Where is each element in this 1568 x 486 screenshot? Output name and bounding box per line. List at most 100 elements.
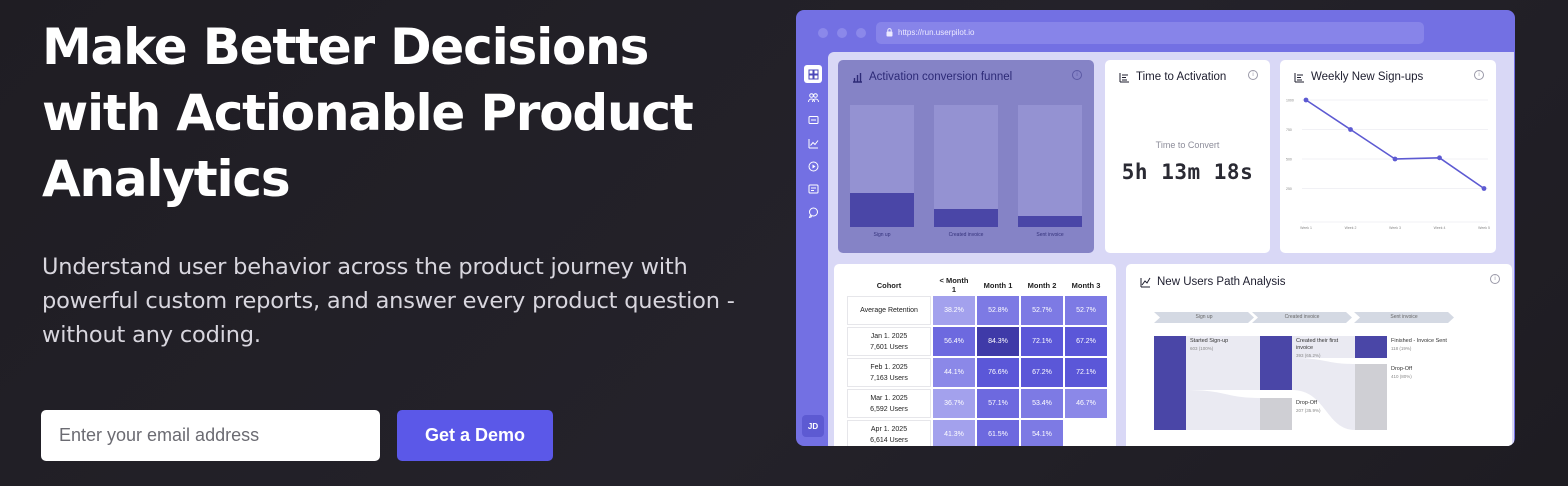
retention-cell: 53.4% (1021, 389, 1063, 418)
lock-icon (886, 28, 893, 37)
retention-cell: 67.2% (1021, 358, 1063, 387)
signups-title-text: Weekly New Sign-ups (1311, 71, 1424, 83)
retention-cell: 36.7% (933, 389, 975, 418)
path-node-bar[interactable] (1260, 336, 1292, 390)
data-point[interactable] (1437, 155, 1442, 161)
survey-icon[interactable] (804, 180, 822, 198)
path-node-name: Started Sign-up (1190, 338, 1229, 344)
cohort-cell: Apr 1. 2025 6,614 Users (847, 420, 931, 446)
path-node-stat: 118 (19%) (1391, 346, 1412, 351)
path-title: New Users Path Analysis (1140, 276, 1285, 288)
path-node-bar[interactable] (1154, 336, 1186, 430)
series-line (1305, 99, 1485, 190)
y-tick-label: 750 (1286, 128, 1292, 132)
info-icon[interactable]: i (1248, 70, 1258, 80)
path-step-label: Created invoice (1252, 312, 1352, 323)
data-point[interactable] (1392, 156, 1398, 162)
funnel-bar[interactable] (934, 209, 998, 227)
data-point[interactable] (1481, 186, 1487, 191)
info-icon[interactable]: i (1490, 274, 1500, 284)
table-row[interactable]: Apr 1. 2025 6,614 Users 41.3% 61.5% 54.1% (847, 420, 1107, 446)
metric-subtitle: Time to Convert (1155, 140, 1220, 150)
path-node-name: Drop-Off (1391, 366, 1412, 372)
funnel-step-label: Sign up (873, 232, 891, 238)
column-header: < Month 1 (939, 276, 969, 294)
analytics-icon[interactable] (804, 134, 822, 152)
retention-card[interactable]: Cohort < Month 1 Month 1 Month 2 Month 3 Ave… (834, 264, 1116, 446)
cohort-cell: Average Retention (847, 296, 931, 325)
weekly-signups-card[interactable]: Weekly New Sign-ups i 1000 750 500 250 Week … (1280, 60, 1496, 253)
path-node-name: Finished - Invoice Sent (1391, 338, 1447, 344)
email-input[interactable] (41, 410, 380, 461)
cohort-users: 7,601 Users (870, 343, 908, 351)
cohort-cell: Feb 1. 2025 7,163 Users (847, 358, 931, 387)
table-row[interactable]: Feb 1. 2025 7,163 Users 44.1% 76.6% 67.2% 72.… (847, 358, 1107, 387)
path-analysis-card[interactable]: New Users Path Analysis i Sign up Created… (1126, 264, 1512, 446)
window-dot (818, 28, 828, 38)
funnel-bar-track (934, 105, 998, 227)
path-step-label: Sent invoice (1354, 312, 1454, 323)
data-point[interactable] (1303, 97, 1309, 103)
path-node-label: Finished - Invoice Sent 118 (19%) (1391, 338, 1447, 352)
y-tick-label: 250 (1286, 187, 1292, 191)
window-controls (818, 28, 866, 38)
users-icon[interactable] (804, 88, 822, 106)
retention-cell: 46.7% (1065, 389, 1107, 418)
path-flow (1186, 390, 1260, 430)
column-header: Month 3 (1071, 280, 1101, 290)
retention-cell: 52.8% (977, 296, 1019, 325)
url-text: https://run.userpilot.io (898, 28, 975, 37)
retention-cell: 72.1% (1065, 358, 1107, 387)
address-bar[interactable]: https://run.userpilot.io (876, 22, 1424, 44)
dashboard-icon[interactable] (804, 65, 822, 83)
path-node-name: Drop-Off (1296, 400, 1317, 406)
funnel-bar[interactable] (850, 193, 914, 227)
cohort-users: 6,592 Users (870, 405, 908, 413)
cohort-name: Jan 1. 2025 (870, 332, 908, 340)
cohort-name: Feb 1. 2025 (870, 363, 908, 371)
y-tick-label: 1000 (1286, 99, 1294, 103)
path-node-stat: 410 (80%) (1391, 374, 1412, 379)
x-tick-label: Week 4 (1434, 226, 1446, 230)
funnel-step-label: Created invoice (948, 232, 984, 238)
cohort-name: Average Retention (860, 307, 918, 314)
path-node-bar[interactable] (1260, 398, 1292, 430)
avatar[interactable]: JD (802, 415, 824, 437)
chat-icon[interactable] (804, 203, 822, 221)
path-node-label: Drop-Off 410 (80%) (1391, 366, 1447, 380)
time-card-title-text: Time to Activation (1136, 71, 1227, 83)
x-tick-label: Week 5 (1478, 226, 1490, 230)
retention-table: Cohort < Month 1 Month 1 Month 2 Month 3 Ave… (845, 274, 1109, 446)
table-row[interactable]: Jan 1. 2025 7,601 Users 56.4% 84.3% 72.1% 67.… (847, 327, 1107, 356)
path-node-label: Created their first invoice 393 (65.2%) (1296, 338, 1352, 359)
retention-body: Average Retention 38.2% 52.8% 52.7% 52.7% Jan… (847, 296, 1107, 446)
play-icon[interactable] (804, 157, 822, 175)
table-row[interactable]: Average Retention 38.2% 52.8% 52.7% 52.7% (847, 296, 1107, 325)
data-point[interactable] (1348, 127, 1353, 132)
get-demo-button[interactable]: Get a Demo (397, 410, 553, 461)
info-icon[interactable]: i (1072, 70, 1082, 80)
retention-cell: 84.3% (977, 327, 1019, 356)
retention-cell: 67.2% (1065, 327, 1107, 356)
path-step-label: Sign up (1154, 312, 1254, 323)
hero-subtitle: Understand user behavior across the prod… (42, 254, 735, 348)
dashboard-canvas: Activation conversion funnel i Sign up Cr… (828, 52, 1514, 446)
funnel-bar[interactable] (1018, 216, 1082, 227)
path-flow (1292, 358, 1355, 430)
funnel-card[interactable]: Activation conversion funnel i Sign up Cr… (838, 60, 1094, 253)
y-tick-label: 500 (1286, 158, 1292, 162)
column-header: Month 2 (1027, 280, 1057, 290)
path-node-bar[interactable] (1355, 364, 1387, 430)
table-row[interactable]: Mar 1. 2025 6,592 Users 36.7% 57.1% 53.4% 46.… (847, 389, 1107, 418)
retention-cell: 38.2% (933, 296, 975, 325)
path-chart-icon (1140, 277, 1151, 287)
time-to-activation-card[interactable]: Time to Activation i Time to Convert 5h … (1105, 60, 1270, 253)
path-title-text: New Users Path Analysis (1157, 276, 1286, 288)
retention-cell: 57.1% (977, 389, 1019, 418)
path-node-bar[interactable] (1355, 336, 1387, 358)
retention-cell: 61.5% (977, 420, 1019, 446)
funnel-step-label: Sent invoice (1036, 232, 1064, 238)
info-icon[interactable]: i (1474, 70, 1484, 80)
flows-icon[interactable] (804, 111, 822, 129)
cohort-users: 6,614 Users (870, 436, 908, 444)
